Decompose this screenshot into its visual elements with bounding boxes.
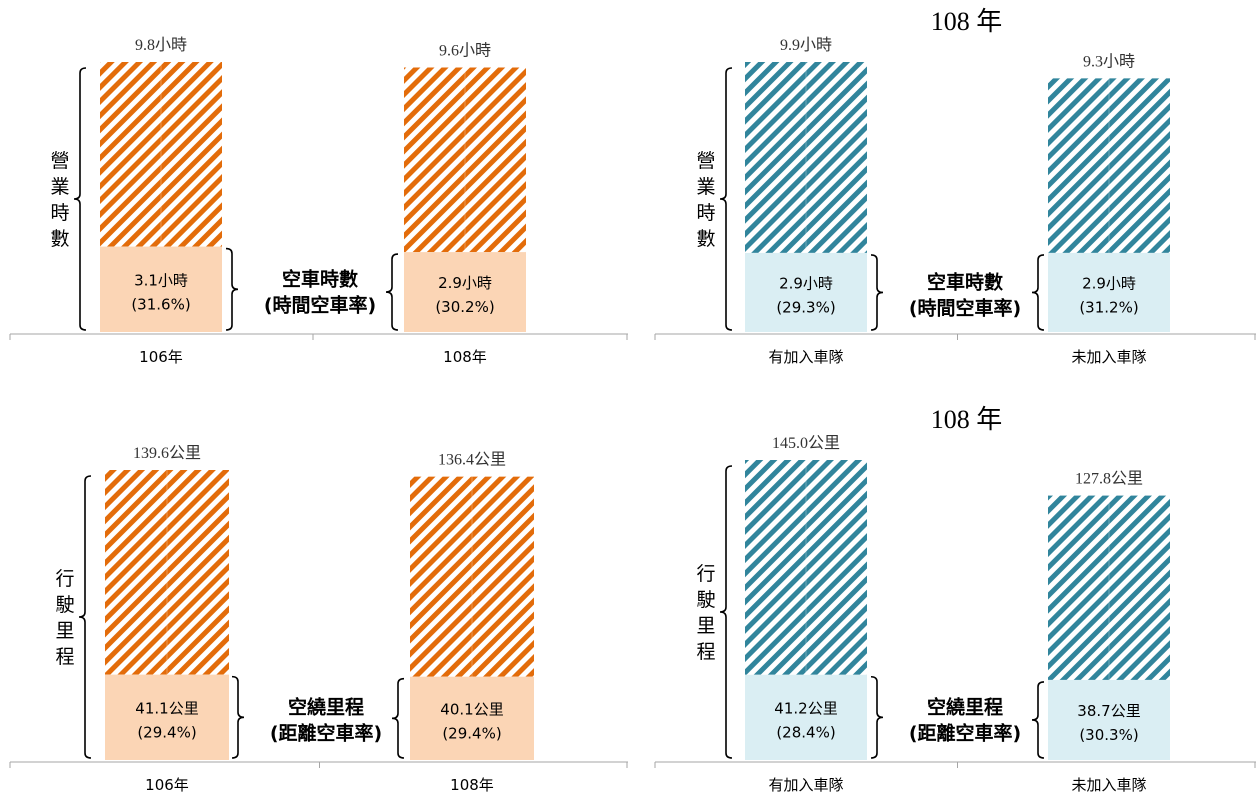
bracket-char: 駛 [55, 594, 74, 616]
bracket-char: 里 [696, 615, 715, 637]
bar-empty-segment [745, 674, 867, 760]
bar-empty-segment [404, 252, 526, 332]
total-data-label: 139.6公里 [133, 444, 201, 462]
total-data-label: 9.6小時 [439, 42, 491, 60]
bracket-char: 程 [55, 646, 74, 668]
x-tick-label: 108年 [443, 348, 487, 366]
x-tick-label: 108年 [450, 776, 494, 794]
total-bracket [78, 475, 92, 759]
bar-empty-segment [1048, 252, 1170, 332]
chart-panel: 108 年 9.9小時 2.9小時 (29.3%) 有加入車隊 9.3小時 2.9小時 (31… [654, 7, 1256, 366]
empty-bracket-right [225, 247, 239, 331]
total-data-label: 9.9小時 [780, 36, 832, 54]
bracket-char: 時 [696, 202, 715, 224]
empty-data-label: 40.1公里 [440, 700, 503, 718]
bar-empty-segment [100, 246, 222, 332]
empty-bracket-label: 空車時數 [927, 270, 1003, 293]
empty-data-percent: (28.4%) [776, 723, 835, 741]
empty-data-label: 2.9小時 [438, 274, 492, 292]
empty-data-percent: (30.2%) [435, 298, 494, 316]
total-bracket [719, 67, 733, 331]
bracket-char: 業 [696, 176, 715, 198]
empty-bracket-label: 空車時數 [282, 267, 358, 290]
empty-bracket-left [391, 677, 405, 759]
empty-bracket-sublabel: (距離空車率) [909, 721, 1021, 744]
empty-bracket-left [385, 253, 399, 331]
bracket-char: 時 [50, 202, 69, 224]
total-data-label: 9.3小時 [1083, 52, 1135, 70]
bracket-char: 營 [50, 150, 69, 172]
empty-bracket-left [1031, 681, 1045, 759]
x-tick-label: 未加入車隊 [1071, 348, 1146, 366]
bar-empty-segment [745, 252, 867, 332]
x-tick-label: 未加入車隊 [1071, 776, 1146, 794]
bar-empty-segment [1048, 679, 1170, 760]
empty-data-percent: (29.4%) [137, 723, 196, 741]
empty-bracket-right [870, 675, 884, 759]
x-tick-label: 有加入車隊 [768, 348, 843, 366]
bracket-char: 行 [55, 568, 74, 590]
x-tick-label: 106年 [139, 348, 183, 366]
total-bracket [73, 67, 87, 331]
empty-data-label: 2.9小時 [1082, 274, 1136, 292]
empty-bracket-label: 空繞里程 [288, 695, 364, 718]
chart-title: 108 年 [931, 405, 1003, 434]
bracket-char: 行 [696, 563, 715, 585]
chart-panel: 9.8小時 3.1小時 (31.6%) 106年 9.6小時 2.9小時 (30.2%) 10… [9, 36, 628, 366]
empty-bracket-sublabel: (時間空車率) [264, 293, 376, 316]
empty-bracket-sublabel: (時間空車率) [909, 296, 1021, 319]
empty-bracket-right [231, 675, 245, 759]
empty-data-label: 2.9小時 [779, 274, 833, 292]
empty-data-percent: (31.6%) [131, 295, 190, 313]
total-data-label: 9.8小時 [135, 36, 187, 54]
empty-bracket-right [870, 254, 884, 331]
bracket-char: 營 [696, 150, 715, 172]
bracket-char: 程 [696, 641, 715, 663]
chart-panel: 139.6公里 41.1公里 (29.4%) 106年 136.4公里 40.1公里 (29… [9, 444, 628, 794]
empty-bracket-left [1031, 254, 1045, 331]
x-tick-label: 有加入車隊 [768, 776, 843, 794]
bracket-char: 駛 [696, 589, 715, 611]
total-data-label: 136.4公里 [438, 451, 506, 469]
empty-data-label: 38.7公里 [1077, 702, 1140, 720]
empty-data-percent: (29.4%) [442, 724, 501, 742]
total-data-label: 145.0公里 [772, 434, 840, 452]
bracket-char: 里 [55, 620, 74, 642]
empty-data-percent: (29.3%) [776, 298, 835, 316]
empty-data-percent: (30.3%) [1079, 726, 1138, 744]
x-tick-label: 106年 [145, 776, 189, 794]
empty-data-label: 41.1公里 [135, 699, 198, 717]
bracket-char: 數 [696, 228, 715, 250]
empty-bracket-label: 空繞里程 [927, 695, 1003, 718]
empty-data-percent: (31.2%) [1079, 298, 1138, 316]
bar-empty-segment [410, 676, 534, 760]
chart-title: 108 年 [931, 7, 1003, 36]
empty-data-label: 3.1小時 [134, 271, 188, 289]
empty-data-label: 41.2公里 [774, 699, 837, 717]
total-bracket [719, 465, 733, 759]
chart-panel: 108 年 145.0公里 41.2公里 (28.4%) 有加入車隊 127.8公里 38.… [654, 405, 1256, 794]
bracket-char: 數 [50, 228, 69, 250]
bar-empty-segment [105, 674, 229, 760]
bracket-char: 業 [50, 176, 69, 198]
total-data-label: 127.8公里 [1075, 470, 1143, 488]
empty-bracket-sublabel: (距離空車率) [270, 721, 382, 744]
